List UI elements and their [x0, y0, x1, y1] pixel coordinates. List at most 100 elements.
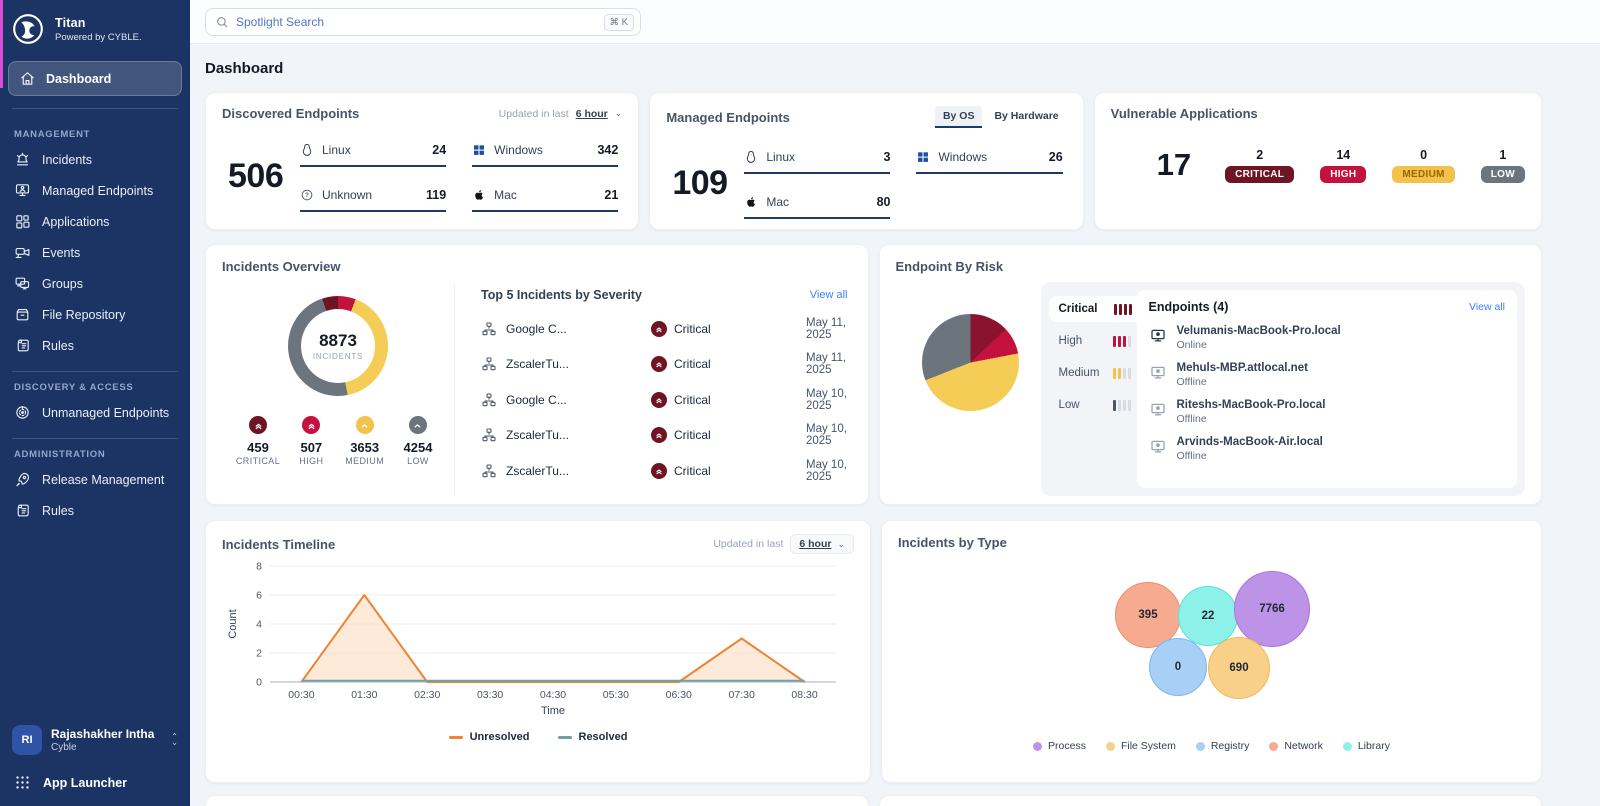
sidebar-section-title: ADMINISTRATION [14, 449, 106, 460]
severity-count: 0 [1420, 147, 1428, 162]
sidebar-section-title: MANAGEMENT [14, 129, 91, 140]
sidebar-item-label: Groups [42, 276, 83, 291]
hierarchy-icon [481, 463, 497, 479]
view-all-link[interactable]: View all [809, 289, 848, 301]
severity-high-icon [302, 416, 321, 434]
os-row-mac: Mac 21 [472, 186, 619, 212]
risk-level-medium[interactable]: Medium [1049, 360, 1137, 386]
search-input[interactable] [236, 15, 597, 29]
sidebar-item-managed-endpoints[interactable]: Managed Endpoints [0, 175, 190, 206]
legend-item-library: Library [1342, 740, 1390, 752]
card-title: Managed Endpoints [666, 109, 790, 125]
endpoint-name: Mehuls-MBP.attlocal.net [1176, 362, 1308, 374]
svg-text:6: 6 [256, 590, 262, 602]
severity-pill: LOW [1480, 165, 1525, 183]
vulnerable-applications-card: Vulnerable Applications 17 2 CRITICAL 14 HI… [1093, 92, 1542, 230]
tab-by-hardware[interactable]: By Hardware [994, 110, 1059, 122]
severity-text: Critical [674, 428, 711, 443]
updated-prefix: Updated in last [713, 538, 784, 550]
severity-badge-critical: 2 CRITICAL [1225, 147, 1295, 183]
legend-swatch [448, 735, 463, 739]
incident-row[interactable]: ZscalerTu... Critical May 11, 2025 [481, 347, 848, 383]
sidebar-bottom: RI Rajashakher Intha Cyble ⌃ ⌄ App Launch… [0, 715, 190, 806]
hierarchy-icon [481, 321, 497, 337]
severity-stat-label: CRITICAL [235, 456, 281, 466]
os-row-windows: Windows 342 [472, 141, 619, 167]
sidebar-item-release-management[interactable]: Release Management [0, 464, 190, 495]
sidebar-item-incidents[interactable]: Incidents [0, 144, 190, 175]
svg-text:05:30: 05:30 [603, 689, 629, 701]
radar-icon [14, 404, 31, 421]
scroll-icon [14, 337, 31, 354]
alarm-icon [14, 151, 31, 168]
risk-bar [1122, 335, 1126, 347]
critical-severity-icon [651, 462, 667, 479]
user-menu[interactable]: RI Rajashakher Intha Cyble ⌃ ⌄ [0, 715, 190, 765]
risk-bar [1128, 303, 1132, 315]
severity-pill: CRITICAL [1225, 165, 1295, 183]
endpoint-by-risk-card: Endpoint By Risk Critical High Medium Low E… [878, 244, 1542, 505]
svg-text:?: ? [305, 192, 309, 199]
incidents-overview-card: Incidents Overview 8873 INCIDENTS 459 CRI… [205, 244, 869, 505]
top5-title: Top 5 Incidents by Severity [481, 288, 642, 302]
risk-bar [1117, 335, 1121, 347]
endpoint-status: Online [1176, 339, 1207, 351]
card-title: Endpoint By Risk [895, 259, 1004, 274]
chevron-up-down-icon[interactable]: ⌃ ⌄ [171, 732, 178, 747]
incident-row[interactable]: Google C... Critical May 11, 2025 [481, 311, 848, 347]
sidebar-item-label: Rules [42, 338, 74, 353]
sidebar-item-label: File Repository [42, 307, 126, 322]
severity-count: 2 [1256, 147, 1264, 162]
incidents-donut-chart: 8873 INCIDENTS [288, 296, 388, 396]
sidebar-item-dashboard[interactable]: Dashboard [8, 61, 182, 96]
managed-endpoints-tabs: By OS By Hardware [934, 106, 1067, 128]
sidebar-item-file-repository[interactable]: File Repository [0, 299, 190, 330]
legend-swatch [1269, 741, 1279, 751]
sidebar-item-events[interactable]: Events [0, 237, 190, 268]
windows-icon [916, 150, 930, 164]
risk-strength-bars [1112, 335, 1131, 347]
app-launcher-button[interactable]: App Launcher [0, 765, 190, 806]
view-all-link[interactable]: View all [1469, 301, 1505, 313]
incident-date: May 10, 2025 [806, 423, 847, 448]
severity-text: Critical [674, 357, 711, 372]
endpoint-item[interactable]: Riteshs-MacBook-Pro.local Offline [1149, 399, 1506, 425]
scroll-icon [14, 502, 31, 519]
endpoint-item[interactable]: Arvinds-MacBook-Air.local Offline [1149, 436, 1506, 462]
endpoint-status: Offline [1176, 413, 1207, 425]
updated-value[interactable]: 6 hour [799, 538, 832, 550]
incident-row[interactable]: ZscalerTu... Critical May 10, 2025 [481, 453, 848, 489]
updated-period-dropdown[interactable]: Updated in last 6 hour ⌄ [499, 108, 623, 120]
svg-text:2: 2 [256, 648, 262, 660]
severity-badge-low: 1 LOW [1480, 148, 1525, 183]
linux-icon [744, 150, 758, 164]
endpoint-status: Offline [1176, 376, 1207, 388]
endpoint-name: Velumanis-MacBook-Pro.local [1176, 325, 1341, 337]
incident-row[interactable]: Google C... Critical May 10, 2025 [481, 382, 848, 418]
incident-name: ZscalerTu... [481, 356, 651, 372]
updated-value[interactable]: 6 hour [575, 107, 608, 120]
endpoint-item[interactable]: Velumanis-MacBook-Pro.local Online [1149, 325, 1506, 351]
sidebar-item-unmanaged-endpoints[interactable]: Unmanaged Endpoints [0, 397, 190, 428]
incident-row[interactable]: ZscalerTu... Critical May 10, 2025 [481, 418, 848, 454]
risk-level-critical[interactable]: Critical [1048, 296, 1138, 322]
risk-bar [1112, 335, 1116, 347]
risk-bar [1122, 367, 1126, 379]
endpoint-item[interactable]: Mehuls-MBP.attlocal.net Offline [1149, 362, 1506, 388]
sidebar-item-groups[interactable]: Groups [0, 268, 190, 299]
brand-name: Titan [55, 15, 86, 30]
apps-icon [14, 213, 31, 230]
managed-icon [14, 182, 31, 199]
spotlight-search[interactable]: ⌘ K [205, 8, 641, 36]
tab-by-os[interactable]: By OS [934, 106, 983, 128]
svg-text:4: 4 [256, 619, 262, 631]
risk-level-low[interactable]: Low [1049, 392, 1137, 418]
risk-level-high[interactable]: High [1049, 328, 1137, 354]
sidebar-item-rules[interactable]: Rules [0, 330, 190, 361]
sidebar-item-applications[interactable]: Applications [0, 206, 190, 237]
sidebar-item-rules[interactable]: Rules [0, 495, 190, 526]
os-row-windows: Windows 26 [916, 148, 1063, 174]
incident-severity: Critical [651, 391, 806, 408]
os-label: Linux [766, 150, 796, 164]
updated-period-dropdown[interactable]: Updated in last 6 hour ⌄ [713, 534, 854, 554]
